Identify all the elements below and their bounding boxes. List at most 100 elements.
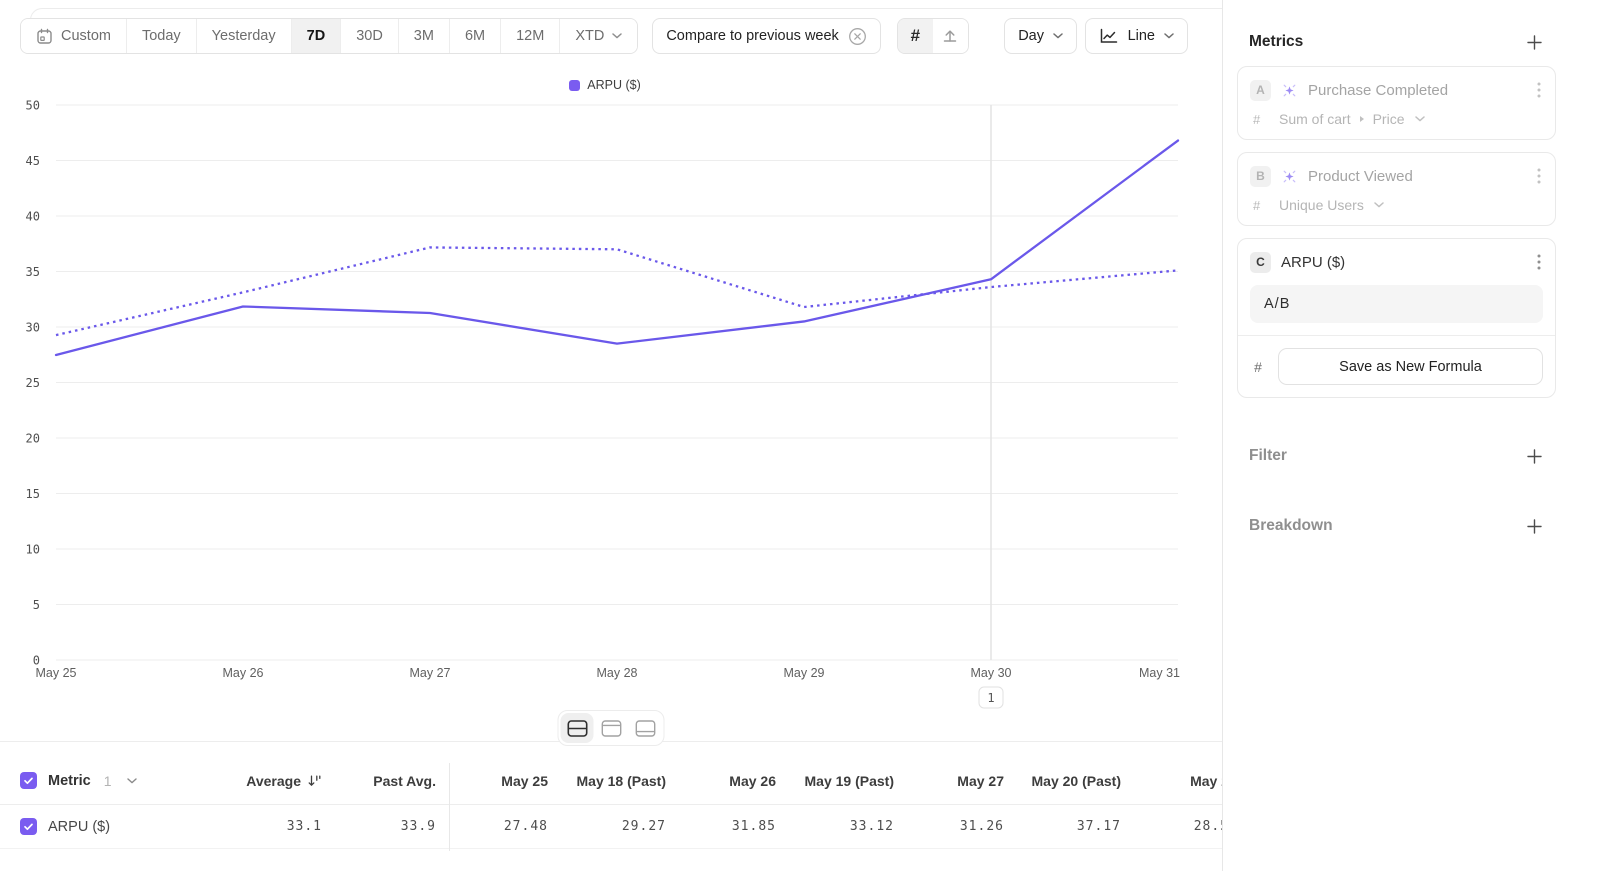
x-tick-label: May 31 (1139, 666, 1180, 680)
annotation-badge[interactable] (978, 686, 1004, 709)
event-sparkle-icon (1281, 168, 1298, 185)
save-as-new-formula-button[interactable]: Save as New Formula (1278, 348, 1543, 385)
y-tick-label: 30 (26, 321, 40, 335)
metric-card-b[interactable]: B Product Viewed # Unique Users (1237, 152, 1556, 226)
formula-value: A/B (1264, 296, 1291, 312)
range-label: Custom (61, 28, 111, 44)
arrow-up-axis-icon (941, 27, 959, 45)
results-table: Metric 1 Average Past Avg. May 25 May 18 (P… (0, 757, 1222, 871)
chart-legend[interactable]: ARPU ($) (0, 78, 1210, 92)
split-view-icon (566, 719, 588, 738)
metric-badge: C (1250, 251, 1271, 273)
range-today-button[interactable]: Today (125, 19, 196, 53)
breadcrumb-caret-icon (1359, 115, 1365, 123)
table-row[interactable]: ARPU ($) 33.1 33.9 27.48 29.27 31.85 33.12 31.… (0, 805, 1222, 849)
granularity-value: Day (1018, 28, 1044, 44)
range-label: 3M (413, 28, 434, 44)
number-format-icon: # (1253, 197, 1261, 213)
formula-input[interactable]: A/B (1250, 285, 1543, 323)
measure-part: Sum of cart (1279, 111, 1351, 127)
y-tick-label: 45 (26, 154, 40, 168)
row-checkbox[interactable] (20, 818, 37, 835)
layout-split-view-button[interactable] (560, 713, 594, 743)
chart-area: 0 5 10 15 20 25 30 35 40 45 50 May 25 May 26 May 27 Ma… (0, 90, 1222, 715)
select-all-checkbox[interactable] (20, 772, 37, 789)
column-header-label: May 26 (729, 772, 776, 789)
column-header-label: May 27 (957, 772, 1004, 789)
filter-section-header: Filter (1223, 446, 1600, 466)
chevron-down-icon (1053, 33, 1063, 39)
query-builder-sidebar: Metrics A Purchase Completed # Sum of cart P… (1222, 0, 1600, 871)
line-chart-icon (1099, 28, 1119, 45)
x-tick-label: May 27 (410, 666, 451, 680)
metric-card-header: B Product Viewed (1250, 165, 1543, 187)
chart-type-select[interactable]: Line (1084, 18, 1188, 54)
hash-icon: # (910, 26, 921, 45)
value-cell: 31.26 (959, 819, 1004, 834)
column-header-label: May 2 (1190, 772, 1222, 789)
formula-save-row: # Save as New Formula (1250, 348, 1543, 385)
panel-top-edge (30, 8, 1222, 24)
range-30d-button[interactable]: 30D (340, 19, 398, 53)
range-yesterday-button[interactable]: Yesterday (195, 19, 291, 53)
range-12m-button[interactable]: 12M (500, 19, 560, 53)
metric-measure-select[interactable]: # Sum of cart Price (1250, 111, 1543, 127)
compare-label: Compare to previous week (666, 28, 839, 44)
range-label: Yesterday (211, 28, 276, 44)
layout-chart-view-button[interactable] (595, 713, 628, 743)
range-label: Today (141, 28, 181, 44)
axis-scale-toggle[interactable] (932, 19, 968, 53)
series-dotted-line[interactable] (55, 246, 1179, 337)
compare-to-previous-week-button[interactable]: Compare to previous week (652, 18, 881, 54)
granularity-select[interactable]: Day (1004, 18, 1077, 54)
range-label: 6M (464, 28, 486, 44)
range-custom-button[interactable]: Custom (21, 19, 126, 53)
metric-options-menu[interactable] (1535, 165, 1543, 187)
metric-header-cell[interactable]: Metric 1 (0, 772, 212, 789)
remove-compare-icon[interactable] (848, 27, 867, 46)
series-solid-line[interactable] (54, 139, 1180, 357)
measure-part: Price (1372, 111, 1405, 127)
y-tick-label: 0 (33, 654, 40, 668)
y-tick-label: 50 (26, 99, 40, 113)
chevron-down-icon (612, 33, 623, 39)
value-cell: 31.85 (731, 819, 776, 834)
column-header-label: Past Avg. (373, 772, 436, 789)
chart-toolbar: Custom Today Yesterday 7D 30D 3M 6M 12M XTD Comp… (20, 18, 969, 54)
range-6m-button[interactable]: 6M (448, 19, 501, 53)
add-metric-button[interactable] (1524, 32, 1544, 52)
event-sparkle-icon (1281, 82, 1298, 99)
layout-table-view-button[interactable] (629, 713, 662, 743)
metric-options-menu[interactable] (1535, 79, 1543, 101)
arpu-line-chart[interactable]: 0 5 10 15 20 25 30 35 40 45 50 May 25 May 26 May 27 Ma… (0, 90, 1222, 710)
add-filter-button[interactable] (1524, 446, 1544, 466)
add-breakdown-button[interactable] (1524, 516, 1544, 536)
column-header-average: Average (212, 773, 322, 789)
metric-measure-select[interactable]: # Unique Users (1250, 197, 1543, 213)
absolute-numbers-toggle[interactable]: # (897, 19, 933, 53)
chevron-down-icon[interactable] (126, 777, 137, 784)
chart-type-value: Line (1127, 28, 1155, 44)
metric-options-menu[interactable] (1535, 251, 1543, 273)
chevron-down-icon (1374, 202, 1384, 208)
range-7d-button[interactable]: 7D (290, 19, 341, 53)
range-label: 12M (516, 28, 545, 44)
range-3m-button[interactable]: 3M (397, 19, 449, 53)
metric-title: ARPU ($) (1281, 253, 1346, 271)
metric-card-a[interactable]: A Purchase Completed # Sum of cart Price (1237, 66, 1556, 140)
column-header-may-25: May 25 (436, 773, 548, 789)
metric-title: Product Viewed (1308, 167, 1413, 185)
sort-descending-icon[interactable] (307, 774, 322, 788)
value-cell: 33.12 (849, 819, 894, 834)
y-tick-label: 15 (26, 487, 40, 501)
metric-card-c[interactable]: C ARPU ($) A/B # Save as New Formula (1237, 238, 1556, 398)
y-tick-label: 35 (26, 265, 40, 279)
number-format-icon: # (1254, 358, 1262, 375)
column-header-label: May 18 (Past) (576, 772, 666, 789)
column-header-label: May 19 (Past) (804, 772, 894, 789)
measure-part: Unique Users (1279, 197, 1364, 213)
chevron-down-icon (1164, 33, 1174, 39)
x-tick-label: May 30 (971, 666, 1012, 680)
range-xtd-button[interactable]: XTD (559, 19, 638, 53)
